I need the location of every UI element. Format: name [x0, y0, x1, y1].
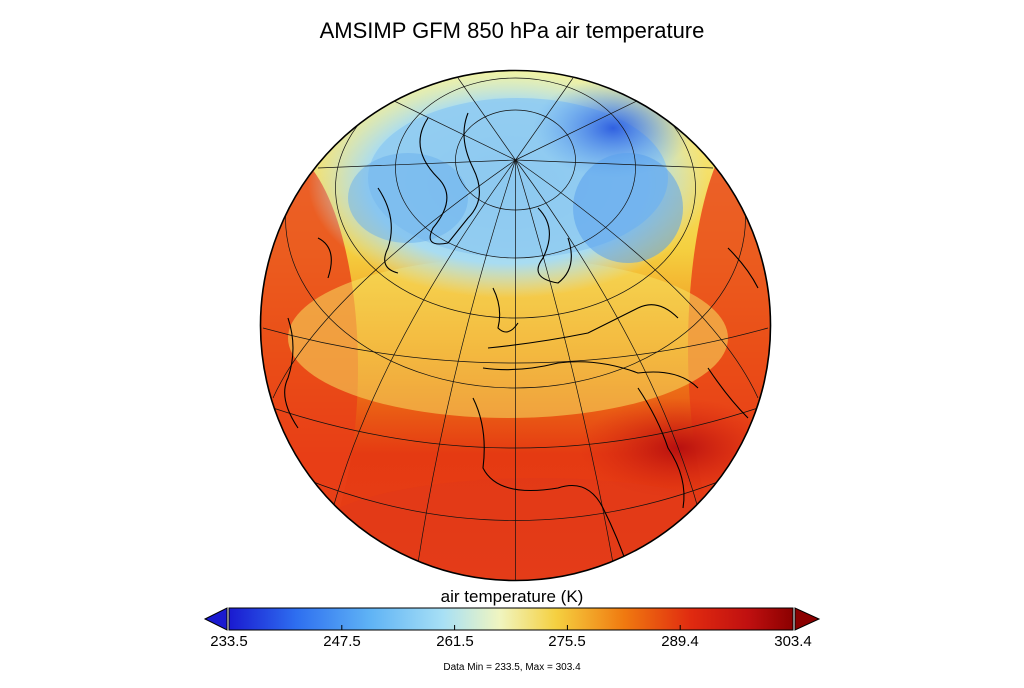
colorbar-tick-label: 303.4 — [774, 633, 812, 650]
colorbar-max-extend-arrow — [794, 607, 821, 631]
colorbar-title: air temperature (K) — [440, 587, 584, 606]
chart-title: AMSIMP GFM 850 hPa air temperature — [319, 18, 705, 43]
globe-outline — [259, 69, 772, 582]
data-min-max-note: Data Min = 233.5, Max = 303.4 — [443, 662, 581, 673]
colorbar-svg — [203, 607, 821, 631]
colorbar-min-extend-arrow — [203, 607, 228, 631]
colorbar-tick-label: 261.5 — [436, 633, 474, 650]
colorbar-tick-label: 275.5 — [548, 633, 586, 650]
colorbar-tick-label: 247.5 — [323, 633, 361, 650]
colorbar-tick-label: 233.5 — [210, 633, 248, 650]
colorbar — [203, 606, 823, 632]
colorbar-gradient — [228, 607, 794, 631]
graticule — [262, 70, 769, 580]
colorbar-tick-label: 289.4 — [661, 633, 699, 650]
colorbar-ticks — [228, 625, 794, 630]
globe-map[interactable] — [258, 68, 773, 583]
coastlines — [284, 112, 759, 569]
globe-svg — [259, 69, 772, 582]
